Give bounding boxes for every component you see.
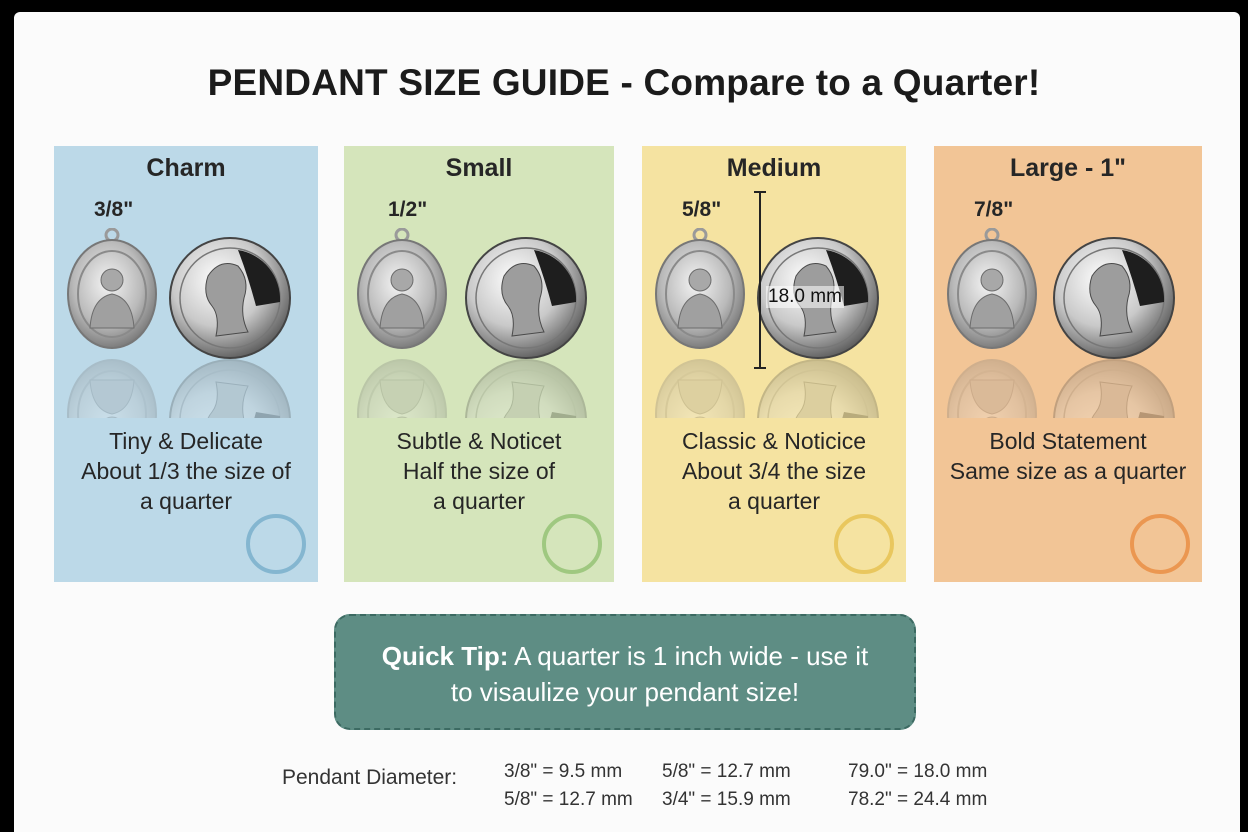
reflection-image — [654, 358, 894, 418]
card-title: Large - 1" — [1009, 154, 1127, 182]
card-description: Bold Statement Same size as a quarter — [934, 426, 1202, 486]
card-title: Small — [445, 154, 513, 182]
quarter-coin-icon — [1052, 236, 1176, 360]
quarter-coin-icon — [168, 236, 292, 360]
reflection-image — [356, 358, 602, 418]
card-desc-line: a quarter — [432, 488, 526, 514]
ring-circle-icon — [1130, 514, 1190, 574]
measure-label: 18.0 mm — [766, 286, 844, 308]
card-size-label: 7/8" — [974, 198, 1014, 221]
page-title: PENDANT SIZE GUIDE - Compare to a Quarte… — [207, 62, 1041, 103]
reflection-image — [946, 358, 1190, 418]
pendant-medal-icon — [946, 227, 1038, 350]
card-desc-line: Same size as a quarter — [949, 458, 1187, 484]
card-description: Classic & Noticice About 3/4 the size a qu… — [642, 426, 906, 516]
card-desc-line: Tiny & Delicate — [109, 428, 263, 454]
card-desc-line: About 3/4 the size — [681, 458, 867, 484]
diameter-entry: 3/8" = 9.5 mm — [504, 761, 623, 782]
quick-tip-line2: to visaulize your pendant size! — [450, 677, 800, 707]
card-desc-line: a quarter — [727, 488, 821, 514]
card-size-label: 5/8" — [682, 198, 722, 221]
diameter-entry: 78.2" = 24.4 mm — [848, 789, 988, 810]
diameter-label: Pendant Diameter: — [282, 766, 458, 789]
reflection-image — [66, 358, 306, 418]
pendant-medal-icon — [66, 227, 158, 350]
card-size-label: 3/8" — [94, 198, 134, 221]
quick-tip-label: Quick Tip: — [381, 641, 509, 671]
size-card-1: Charm 3/8" — [54, 146, 318, 582]
ring-circle-icon — [834, 514, 894, 574]
card-description: Tiny & Delicate About 1/3 the size of a qu… — [54, 426, 318, 516]
diameter-entry: 5/8" = 12.7 mm — [504, 789, 633, 810]
card-desc-line: Classic & Noticice — [681, 428, 867, 454]
quick-tip-line1: A quarter is 1 inch wide - use it — [508, 641, 869, 671]
card-desc-line: Subtle & Noticet — [396, 428, 562, 454]
ring-circle-icon — [542, 514, 602, 574]
diameter-col-2: 5/8" = 12.7 mm 3/4" = 15.9 mm — [662, 758, 791, 814]
ring-circle-icon — [246, 514, 306, 574]
quick-tip-box: Quick Tip: A quarter is 1 inch wide - us… — [334, 614, 916, 730]
card-desc-line: a quarter — [139, 488, 233, 514]
card-desc-line: Half the size of — [402, 458, 556, 484]
diameter-entry: 3/4" = 15.9 mm — [662, 789, 791, 810]
card-title: Medium — [726, 154, 822, 182]
pendant-medal-icon — [356, 227, 448, 350]
size-card-4: Large - 1" 7/8" — [934, 146, 1202, 582]
quarter-coin-icon — [464, 236, 588, 360]
card-desc-line: About 1/3 the size of — [81, 458, 291, 484]
pendant-medal-icon — [654, 227, 746, 350]
card-description: Subtle & Noticet Half the size of a quarte… — [344, 426, 614, 516]
size-card-2: Small 1/2" — [344, 146, 614, 582]
diameter-col-1: 3/8" = 9.5 mm 5/8" = 12.7 mm — [504, 758, 633, 814]
diameter-col-3: 79.0" = 18.0 mm 78.2" = 24.4 mm — [848, 758, 987, 814]
card-desc-line: Bold Statement — [989, 428, 1147, 454]
card-size-label: 1/2" — [388, 198, 428, 221]
card-title: Charm — [146, 154, 226, 182]
diameter-entry: 5/8" = 12.7 mm — [662, 761, 791, 782]
measure-bar-icon — [754, 191, 766, 369]
size-card-3: Medium 5/8" — [642, 146, 906, 582]
diameter-entry: 79.0" = 18.0 mm — [848, 761, 988, 782]
